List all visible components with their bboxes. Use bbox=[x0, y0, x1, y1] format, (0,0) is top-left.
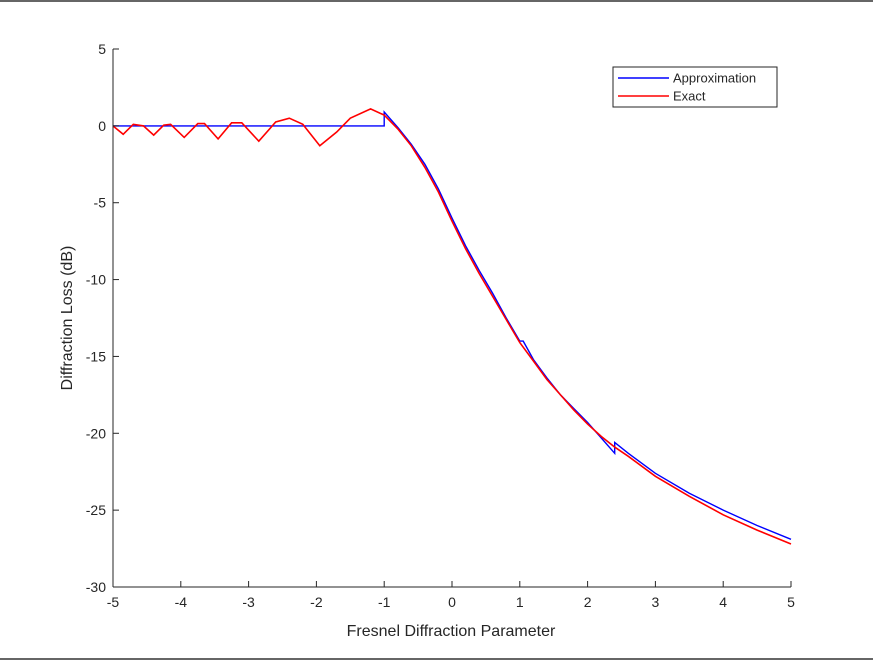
legend: Approximation Exact bbox=[612, 66, 778, 108]
legend-box bbox=[612, 66, 778, 108]
x-tick-label: -4 bbox=[175, 594, 188, 610]
x-tick-label: 2 bbox=[584, 594, 592, 610]
y-axis-label: Diffraction Loss (dB) bbox=[59, 246, 76, 391]
x-tick-label: -2 bbox=[310, 594, 323, 610]
y-tick-label: 5 bbox=[98, 41, 106, 57]
y-tick-label: -10 bbox=[86, 272, 106, 288]
x-axis-label: Fresnel Diffraction Parameter bbox=[347, 623, 556, 640]
x-tick-label: 5 bbox=[787, 594, 795, 610]
series-line-exact bbox=[112, 108, 792, 545]
x-tick-label: -5 bbox=[107, 594, 120, 610]
y-tick-label: -20 bbox=[86, 425, 106, 441]
tick-labels: -5 -4 -3 -2 -1 0 1 2 3 4 5-30-25-20-15-10-505 bbox=[86, 41, 795, 610]
legend-label-exact: Exact bbox=[673, 89, 706, 104]
data-series bbox=[112, 108, 792, 545]
axes bbox=[112, 49, 791, 588]
legend-label-approximation: Approximation bbox=[673, 71, 756, 86]
plot-area: -5 -4 -3 -2 -1 0 1 2 3 4 5-30-25-20-15-10-505 bbox=[86, 41, 795, 610]
x-tick-label: -1 bbox=[378, 594, 391, 610]
x-tick-label: -3 bbox=[242, 594, 255, 610]
y-tick-label: -5 bbox=[94, 195, 107, 211]
y-tick-label: 0 bbox=[98, 118, 106, 134]
x-tick-label: 4 bbox=[719, 594, 727, 610]
x-tick-label: 0 bbox=[448, 594, 456, 610]
y-tick-label: -25 bbox=[86, 502, 106, 518]
y-tick-label: -15 bbox=[86, 348, 106, 364]
series-line-approximation bbox=[113, 110, 792, 540]
x-tick-label: 3 bbox=[652, 594, 660, 610]
y-tick-label: -30 bbox=[86, 579, 106, 595]
x-tick-label: 1 bbox=[516, 594, 524, 610]
